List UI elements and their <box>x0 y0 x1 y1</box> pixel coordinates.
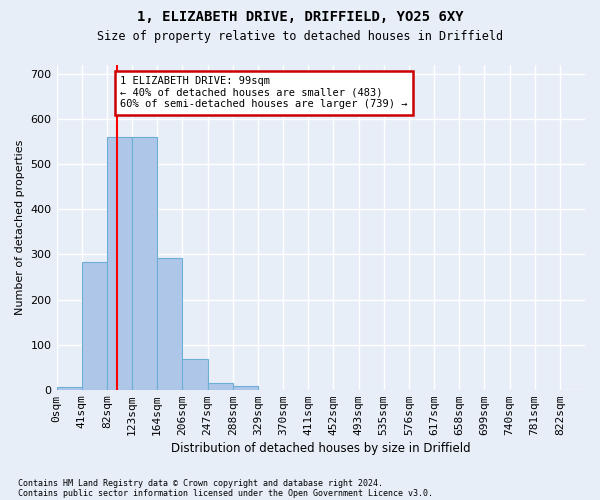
Y-axis label: Number of detached properties: Number of detached properties <box>15 140 25 315</box>
Bar <box>157 258 182 390</box>
Text: 1 ELIZABETH DRIVE: 99sqm
← 40% of detached houses are smaller (483)
60% of semi-: 1 ELIZABETH DRIVE: 99sqm ← 40% of detach… <box>120 76 407 110</box>
Bar <box>208 384 233 390</box>
Bar <box>182 360 208 390</box>
Text: 1, ELIZABETH DRIVE, DRIFFIELD, YO25 6XY: 1, ELIZABETH DRIVE, DRIFFIELD, YO25 6XY <box>137 10 463 24</box>
Bar <box>132 137 157 390</box>
Text: Size of property relative to detached houses in Driffield: Size of property relative to detached ho… <box>97 30 503 43</box>
Bar <box>82 262 107 390</box>
X-axis label: Distribution of detached houses by size in Driffield: Distribution of detached houses by size … <box>171 442 470 455</box>
Text: Contains public sector information licensed under the Open Government Licence v3: Contains public sector information licen… <box>18 488 433 498</box>
Bar <box>233 386 258 390</box>
Bar <box>56 386 82 390</box>
Text: Contains HM Land Registry data © Crown copyright and database right 2024.: Contains HM Land Registry data © Crown c… <box>18 478 383 488</box>
Bar <box>107 137 132 390</box>
